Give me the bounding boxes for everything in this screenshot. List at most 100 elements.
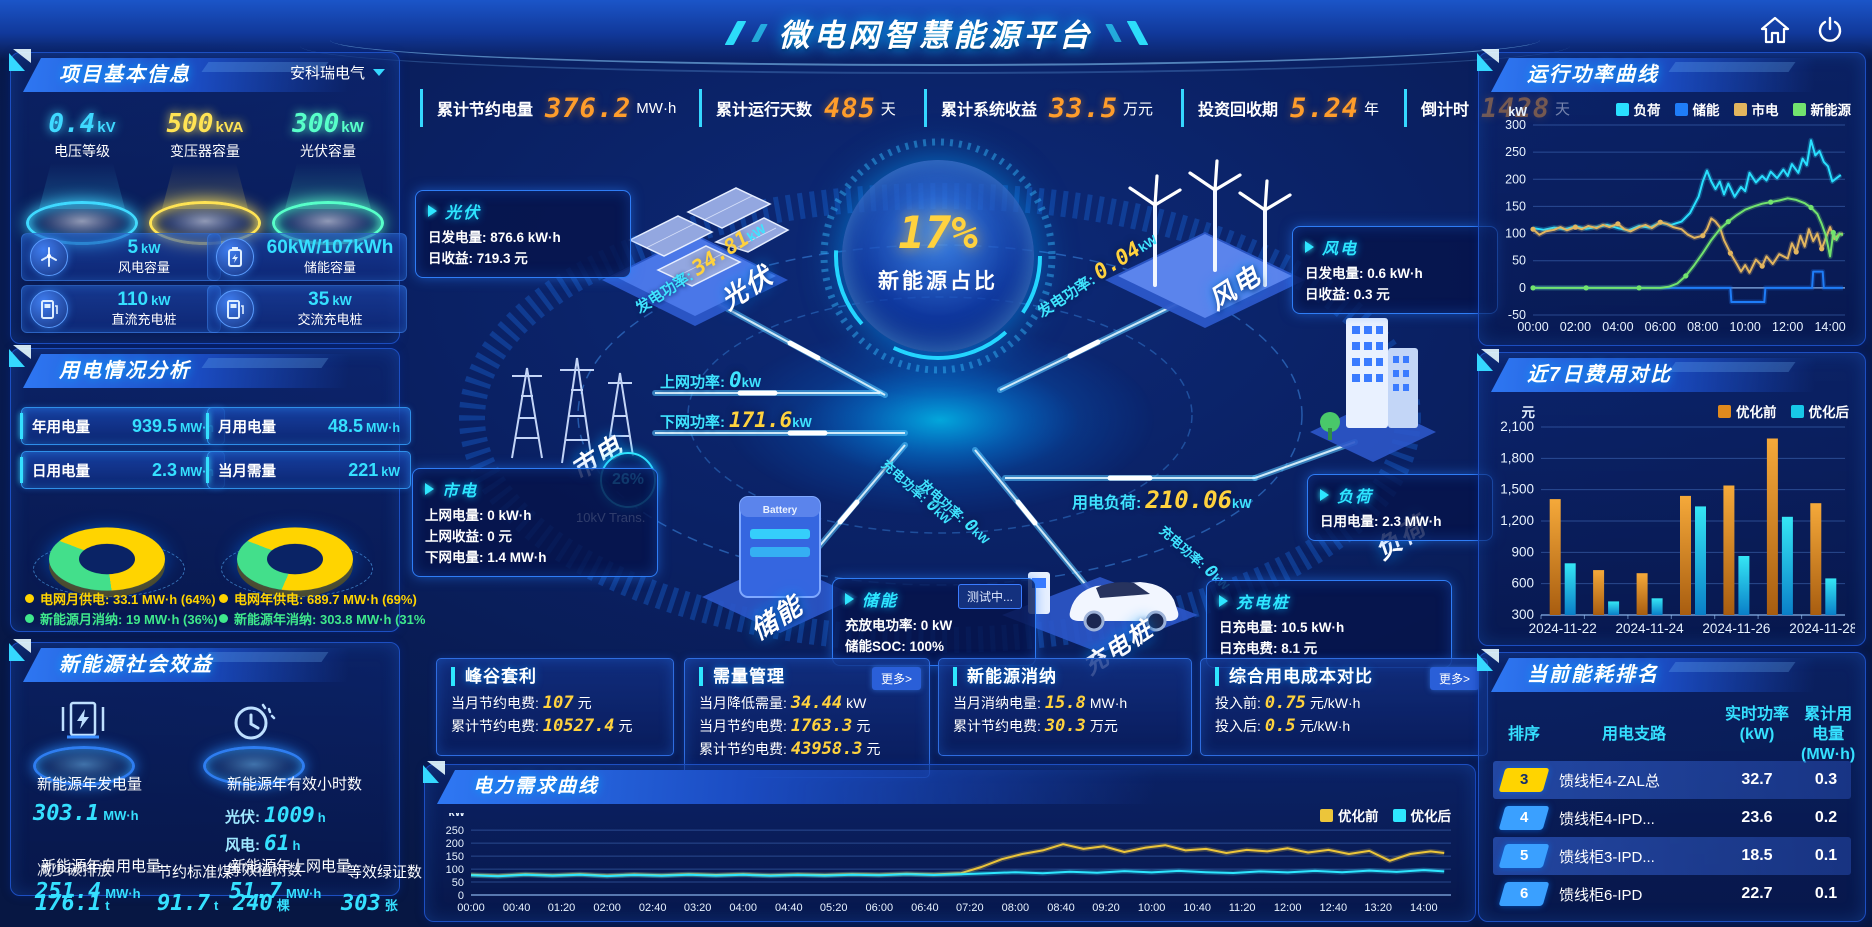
svg-text:09:20: 09:20 (1092, 902, 1120, 914)
page-title: 微电网智慧能源平台 (778, 18, 1094, 53)
more-button[interactable]: 更多> (1429, 667, 1479, 690)
kpi-run-days: 累计运行天数 485 天 (699, 89, 924, 127)
year-energy-donut (237, 527, 353, 591)
card-label: 储能容量 (303, 259, 356, 275)
legend-label: 电网月供电: (40, 592, 110, 607)
box-title: 峰谷套利 (451, 667, 659, 686)
panel-demand-curve: 电力需求曲线 优化前 优化后 0 50 100 150 200 250 00:00 00:40 0… (423, 761, 1476, 922)
svg-text:11:20: 11:20 (1229, 902, 1256, 914)
panel-corner-icon (1477, 349, 1499, 371)
clock-icon (234, 703, 276, 740)
pedestal-label: 电压等级 (54, 143, 110, 159)
svg-text:0: 0 (458, 890, 464, 902)
legend-dot (219, 614, 228, 623)
svg-text:12:40: 12:40 (1320, 902, 1348, 914)
legend-item[interactable]: 优化前 (1718, 401, 1777, 421)
svg-text:100: 100 (1505, 227, 1526, 241)
cost-comparison-box: 综合用电成本对比 更多> 投入前: 0.75 元/kW·h 投入后: 0.5 元/kW·… (1200, 658, 1488, 756)
legend-renewable-month: 新能源月消纳: 19 MW·h (36%) (25, 609, 218, 628)
svg-text:kW: kW (449, 813, 466, 819)
svg-text:Battery: Battery (763, 505, 798, 516)
stat-unit: kW (381, 464, 400, 479)
arrow-icon (845, 593, 854, 605)
card-value: 60kW/107kWh (266, 236, 394, 258)
pv-info-box: 光伏 日发电量: 876.6 kW·h 日收益: 719.3 元 (415, 190, 631, 278)
stat-year-energy: 年用电量 939.5 MW·h (20, 407, 225, 445)
export-label: 新能源年上网电量 (231, 858, 352, 875)
branch-name: 馈线柜3-IPD... (1559, 848, 1655, 866)
realtime-power: 23.6 (1741, 809, 1773, 826)
charger-icon (216, 290, 254, 328)
demand-management-box: 需量管理 更多> 当月降低需量: 34.44 kW 当月节约电费: 1763.3 元 累… (684, 658, 930, 778)
stat-value: 2.3 (151, 459, 177, 480)
branch-name: 馈线柜4-IPD... (1559, 810, 1655, 828)
stat-unit: MW·h (365, 420, 400, 435)
legend-label: 新能源月消纳: (40, 612, 123, 627)
svg-text:50: 50 (1512, 254, 1526, 268)
svg-text:300: 300 (1505, 118, 1526, 132)
panel-usage-analysis: 用电情况分析 年用电量 939.5 MW·h 月用电量 48.5 MW·h 日用电量… (9, 345, 425, 632)
svg-text:04:00: 04:00 (729, 902, 757, 914)
svg-text:06:00: 06:00 (1645, 320, 1676, 334)
panel-power-curve: 运行功率曲线 负荷 储能 市电 新能源 -50 0 50 100 150 200 250 300 00… (1477, 49, 1866, 346)
svg-text:-50: -50 (1508, 308, 1526, 322)
svg-text:08:00: 08:00 (1002, 902, 1030, 914)
table-row[interactable]: 3 馈线柜4-ZAL总 32.7 0.3 (1493, 761, 1851, 799)
legend-dot (25, 594, 34, 603)
pedestal-value: 300 (292, 109, 340, 139)
company-select[interactable]: 安科瑞电气 (290, 62, 385, 83)
arrow-icon (425, 483, 434, 495)
card-unit: kW (332, 292, 352, 308)
col-energy: 累计用电量 (MW·h) (1801, 706, 1856, 763)
legend-item[interactable]: 优化后 (1392, 805, 1451, 825)
panel-title: 电力需求曲线 (473, 776, 600, 797)
stat-label: 年用电量 (32, 419, 90, 436)
renewable-absorption-box: 新能源消纳 当月消纳电量: 15.8 MW·h 累计节约电费: 30.3 万元 (938, 658, 1192, 756)
kpi-label: 投资回收期 (1198, 102, 1279, 119)
rank-badge: 6 (1498, 882, 1550, 906)
stat-month-demand: 当月需量 221 kW (206, 451, 411, 489)
wind-info-box: 风电 日发电量: 0.6 kW·h 日收益: 0.3 元 (1292, 226, 1498, 314)
legend-item[interactable]: 新能源 (1792, 99, 1851, 119)
title-deco-left (724, 20, 746, 45)
renewable-share-label: 新能源占比 (878, 270, 998, 293)
branch-name: 馈线柜6-IPD (1559, 886, 1643, 904)
panel-title: 当前能耗排名 (1527, 664, 1659, 686)
storage-testing-tag: 测试中... (958, 584, 1023, 609)
realtime-power: 22.7 (1741, 885, 1773, 902)
svg-text:01:20: 01:20 (548, 902, 576, 914)
gen-value: 303.1 MW·h (33, 801, 139, 826)
kpi-unit: 天 (880, 100, 896, 118)
kpi-unit: MW·h (636, 99, 677, 117)
generation-pedestal (33, 695, 135, 786)
flow-export-power: 上网功率: 0kW (660, 368, 762, 392)
cost-legend: 优化前 优化后 (1718, 401, 1849, 421)
col-rank: 排序 (1507, 726, 1540, 743)
power-grid-towers-icon (511, 357, 634, 464)
legend-item[interactable]: 负荷 (1615, 99, 1661, 119)
svg-text:13:20: 13:20 (1364, 902, 1392, 914)
table-row[interactable]: 6 馈线柜6-IPD 22.7 0.1 (1493, 875, 1851, 913)
wind-hours: 风电: 61 h (225, 831, 301, 855)
legend-grid-month: 电网月供电: 33.1 MW·h (64%) (25, 589, 216, 608)
svg-text:06:40: 06:40 (911, 902, 939, 914)
col-power: 实时功率 (kW) (1724, 706, 1789, 743)
legend-item[interactable]: 市电 (1733, 99, 1779, 119)
svg-text:250: 250 (446, 825, 464, 837)
panel-corner-icon (9, 345, 31, 367)
more-button[interactable]: 更多> (871, 667, 921, 690)
power-legend: 负荷 储能 市电 新能源 (1615, 99, 1851, 119)
realtime-power: 32.7 (1741, 771, 1773, 788)
legend-item[interactable]: 储能 (1674, 99, 1720, 119)
kpi-label: 倒计时 (1421, 102, 1470, 119)
card-value: 35 (308, 288, 330, 310)
svg-text:02:00: 02:00 (593, 902, 621, 914)
legend-item[interactable]: 优化前 (1320, 805, 1379, 825)
table-row[interactable]: 4 馈线柜4-IPD... 23.6 0.2 (1493, 799, 1851, 837)
table-row[interactable]: 5 馈线柜3-IPD... 18.5 0.1 (1493, 837, 1851, 875)
legend-item[interactable]: 优化后 (1790, 401, 1849, 421)
home-icon[interactable] (1760, 16, 1790, 44)
power-icon[interactable] (1816, 16, 1844, 44)
panel-title: 项目基本信息 (59, 64, 191, 86)
